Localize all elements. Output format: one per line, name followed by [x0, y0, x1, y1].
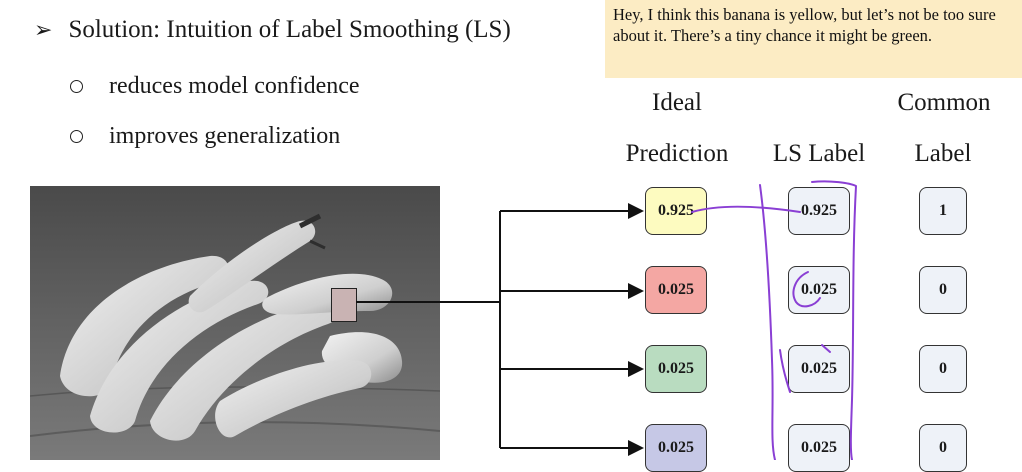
common-value: 0 — [939, 360, 947, 377]
connector-overlay — [356, 203, 644, 456]
ideal-value: 0.025 — [658, 360, 694, 377]
bullet-text: improves generalization — [109, 123, 341, 149]
ls-value: 0.025 — [801, 360, 837, 377]
slide-title: ➢ Solution: Intuition of Label Smoothing… — [34, 16, 511, 44]
common-header-line1: Common — [897, 89, 991, 116]
banana-photo — [30, 186, 440, 460]
common-value: 0 — [939, 281, 947, 298]
bullet-item: reduces model confidence — [70, 73, 360, 100]
arrowhead-bullet-icon: ➢ — [34, 17, 53, 43]
speech-callout: Hey, I think this banana is yellow, but … — [605, 0, 1022, 78]
common-label-box: 0 — [919, 266, 967, 314]
ideal-value: 0.025 — [658, 281, 694, 298]
pen-stroke — [821, 344, 831, 353]
pen-stroke — [779, 349, 791, 393]
common-value: 0 — [939, 439, 947, 456]
ideal-header-line2: Prediction — [625, 140, 729, 167]
bullet-item: improves generalization — [70, 123, 340, 150]
ls-value: 0.025 — [801, 439, 837, 456]
ls-value: 0.925 — [801, 202, 837, 219]
common-header-line2: Label — [914, 140, 972, 167]
ls-header: LS Label — [772, 140, 866, 167]
common-label-box: 0 — [919, 345, 967, 393]
ideal-value: 0.025 — [658, 439, 694, 456]
common-label-box: 1 — [919, 187, 967, 235]
ls-label-box: 0.025 — [788, 345, 850, 393]
ls-value: 0.025 — [801, 281, 837, 298]
common-value: 1 — [939, 202, 947, 219]
patch-marker — [331, 288, 357, 322]
pen-stroke — [759, 184, 776, 460]
bullet-text: reduces model confidence — [109, 73, 360, 99]
pen-stroke — [691, 205, 801, 213]
ideal-value: 0.925 — [658, 202, 694, 219]
ls-label-box: 0.025 — [788, 266, 850, 314]
pen-stroke — [811, 180, 857, 460]
circle-bullet-icon — [70, 130, 83, 143]
ideal-prediction-box: 0.025 — [645, 266, 707, 314]
slide-title-text: Solution: Intuition of Label Smoothing (… — [68, 16, 511, 43]
banana-illustration — [30, 186, 440, 460]
circle-bullet-icon — [70, 80, 83, 93]
ideal-prediction-box: 0.025 — [645, 345, 707, 393]
ideal-header-line1: Ideal — [652, 89, 702, 116]
pen-annotation — [691, 180, 857, 460]
pen-stroke — [792, 271, 821, 308]
